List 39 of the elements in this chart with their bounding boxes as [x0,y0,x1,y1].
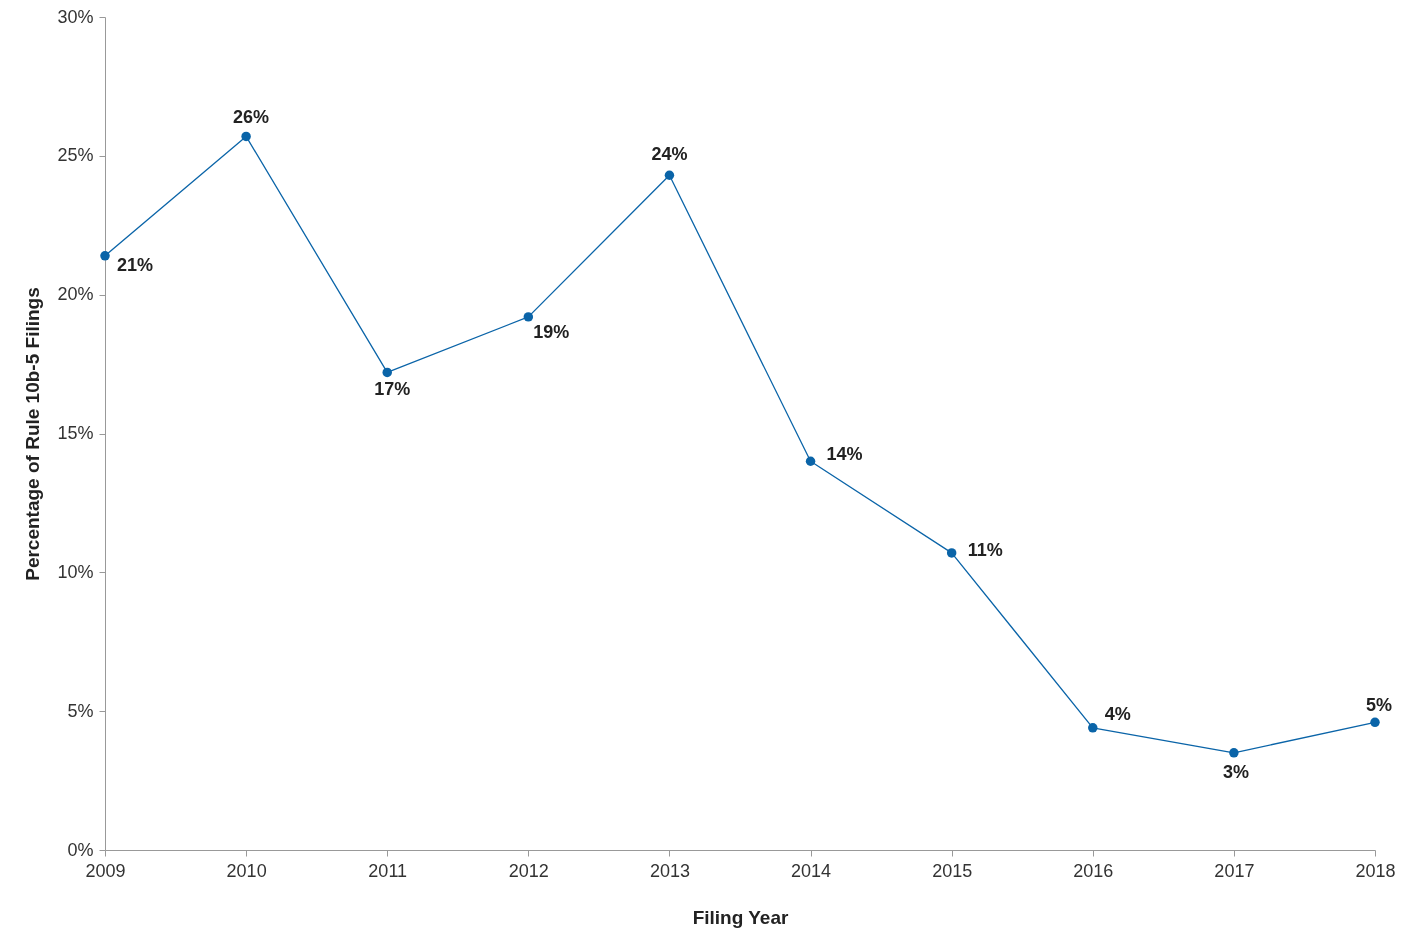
y-tick-label: 5% [67,700,94,721]
data-label: 26% [233,107,270,128]
point [664,170,675,180]
y-tick-label: 15% [57,423,94,443]
x-tick-label: 2016 [1073,860,1114,881]
point [946,548,957,558]
point [382,367,392,378]
x-tick-label: 2012 [508,860,549,881]
data-label: 11% [967,539,1003,560]
x-tick-label: 2017 [1214,860,1255,881]
y-tick-label: 25% [57,145,94,166]
data-label: 3% [1222,761,1249,782]
x-tick-label: 2014 [791,860,832,881]
data-label: 17% [374,379,411,400]
x-tick-label: 2011 [368,860,408,881]
data-label: 14% [826,444,863,465]
point [523,312,534,322]
point [241,131,251,142]
y-tick-label: 0% [67,839,94,860]
x-tick-label: 2009 [85,860,126,881]
point [1088,723,1098,733]
x-tick-label: 2010 [226,860,267,881]
y-tick-label: 20% [57,284,94,305]
y-tick-label: 10% [57,561,94,582]
point [1370,717,1380,728]
point [1229,748,1239,758]
x-tick-label: 2015 [932,860,973,881]
point [805,456,816,466]
x-tick-label: 2013 [649,860,690,881]
x-axis-title: Filing Year [692,906,789,928]
point [100,251,110,261]
x-tick-label: 2018 [1355,860,1396,881]
data-label: 24% [651,144,688,165]
y-axis-title: Percentage of Rule 10b-5 Filings [22,287,44,581]
y-tick-label: 30% [57,6,94,27]
data-label: 19% [533,321,570,342]
data-label: 4% [1104,703,1131,724]
data-label: 21% [117,254,154,275]
data-label: 5% [1365,695,1393,716]
